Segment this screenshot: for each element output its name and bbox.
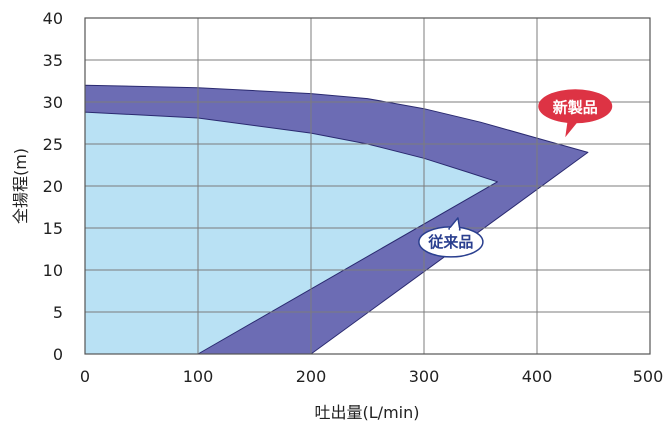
x-axis-title: 吐出量(L/min) (315, 403, 420, 422)
y-tick-label: 25 (43, 135, 63, 154)
y-axis-title: 全揚程(m) (11, 148, 30, 224)
x-tick-label: 500 (633, 367, 664, 386)
y-tick-label: 10 (43, 261, 63, 280)
x-tick-label: 300 (409, 367, 440, 386)
callout-old-product-seam (450, 228, 459, 232)
y-tick-label: 30 (43, 93, 63, 112)
y-tick-label: 5 (53, 303, 63, 322)
x-tick-label: 200 (296, 367, 327, 386)
y-tick-label: 0 (53, 345, 63, 364)
callout-old-product-label: 従来品 (427, 233, 473, 251)
x-tick-label: 100 (183, 367, 214, 386)
y-tick-label: 15 (43, 219, 63, 238)
y-tick-label: 40 (43, 9, 63, 28)
x-tick-label: 400 (522, 367, 553, 386)
y-tick-label: 20 (43, 177, 63, 196)
callout-new-product-label: 新製品 (553, 98, 598, 116)
x-tick-label: 0 (80, 367, 90, 386)
y-tick-label: 35 (43, 51, 63, 70)
